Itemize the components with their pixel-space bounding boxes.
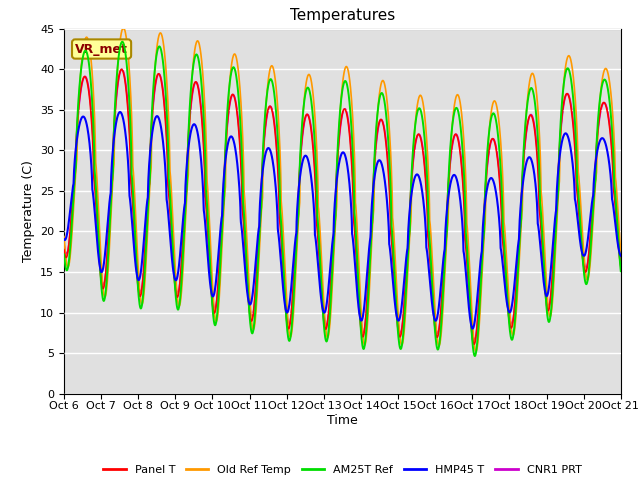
Legend: Panel T, Old Ref Temp, AM25T Ref, HMP45 T, CNR1 PRT: Panel T, Old Ref Temp, AM25T Ref, HMP45 … <box>99 460 586 479</box>
Y-axis label: Temperature (C): Temperature (C) <box>22 160 35 262</box>
X-axis label: Time: Time <box>327 414 358 427</box>
Title: Temperatures: Temperatures <box>290 9 395 24</box>
Text: VR_met: VR_met <box>75 43 128 56</box>
